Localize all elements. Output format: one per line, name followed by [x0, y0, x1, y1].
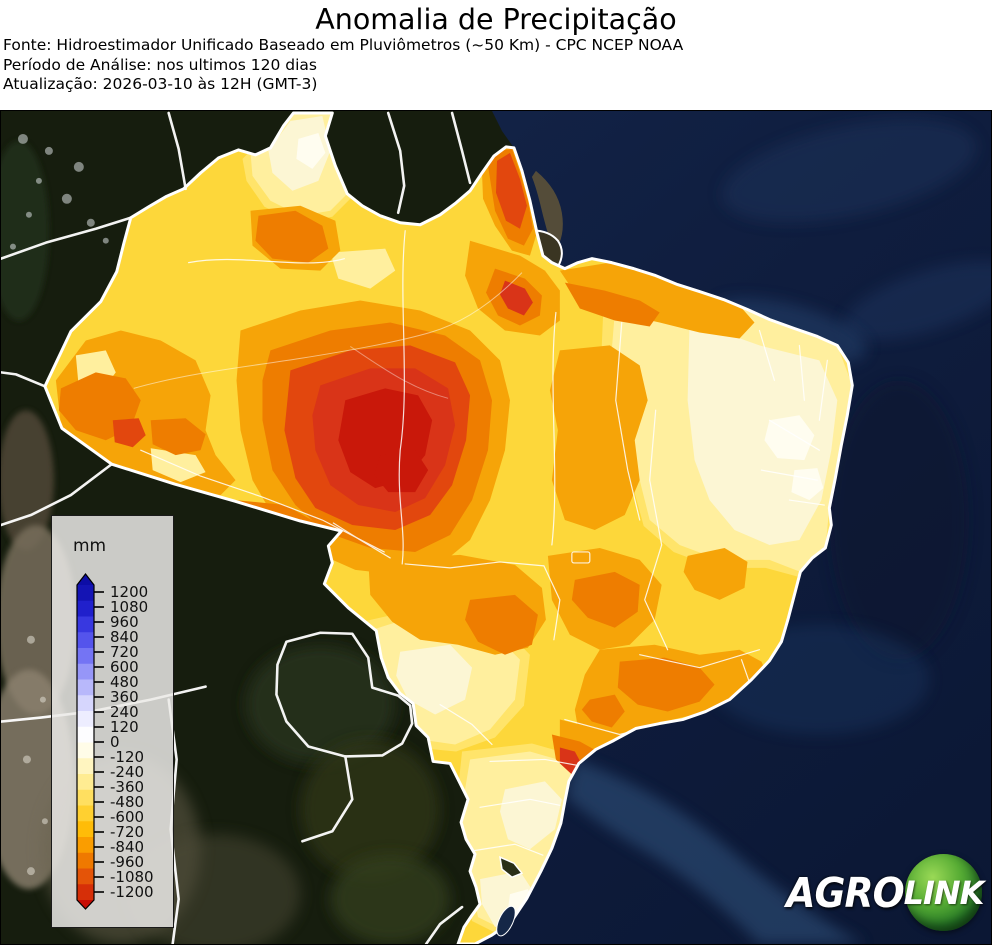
legend-tick-label: 120: [110, 718, 139, 736]
legend-tick-label: 360: [110, 688, 139, 706]
legend-tick-label: 0: [110, 733, 120, 751]
florianopolis-island: [499, 855, 524, 879]
colorbar-band: [77, 711, 94, 728]
logo-text-agro: AGRO: [786, 868, 905, 917]
update-line: Atualização: 2026-03-10 às 12H (GMT-3): [3, 75, 318, 93]
legend-tick-label: 840: [110, 628, 139, 646]
patos-lagoon: [496, 905, 516, 937]
colorbar-band: [77, 726, 94, 744]
colorbar-band: [77, 616, 94, 633]
legend-unit-label: mm: [73, 536, 107, 556]
colorbar-band: [77, 585, 94, 602]
brazil-border: [43, 111, 854, 944]
legend-tick-label: 1200: [110, 583, 148, 601]
map-panel: mm 1200 1080 960 840 720 600 480 360 240 120 0 -120…: [0, 110, 992, 945]
legend-tick-label: 240: [110, 703, 139, 721]
legend-tick-label: 1080: [110, 598, 148, 616]
legend-tick-label: -480: [110, 793, 144, 811]
colorbar-legend: mm 1200 1080 960 840 720 600 480 360 240 120 0 -120…: [51, 515, 174, 928]
legend-tick-label: -600: [110, 808, 144, 826]
colorbar-band: [77, 805, 94, 822]
legend-tick-label: 720: [110, 643, 139, 661]
page-title: Anomalia de Precipitação: [315, 3, 677, 36]
legend-tick-label: 600: [110, 658, 139, 676]
header: Anomalia de Precipitação Fonte: Hidroest…: [0, 0, 992, 110]
period-line: Período de Análise: nos ultimos 120 dias: [3, 55, 317, 74]
colorbar-band: [77, 837, 94, 854]
colorbar-band: [77, 868, 94, 885]
colorbar: 120010809608407206004803602401200-120-24…: [76, 573, 154, 910]
agrolink-logo: AGRO LINK: [776, 854, 985, 931]
logo-green-ball: LINK: [903, 854, 985, 931]
colorbar-band: [77, 821, 94, 838]
state-borders: [140, 230, 828, 856]
andes-snow: [22, 635, 48, 876]
colorbar-band: [77, 789, 94, 807]
colorbar-band: [77, 774, 94, 791]
colorbar-band: [77, 884, 94, 901]
legend-tick-label: -960: [110, 853, 144, 871]
legend-tick-label: -240: [110, 763, 144, 781]
df-border: [571, 551, 591, 564]
header-info: Fonte: Hidroestimador Unificado Baseado …: [3, 36, 683, 95]
colorbar-outline: [76, 573, 95, 910]
colorbar-band: [77, 663, 94, 681]
colorbar-band: [77, 632, 94, 649]
colorbar-arrow: [77, 574, 94, 585]
legend-tick-label: -1200: [110, 883, 154, 901]
clouds: [9, 133, 109, 250]
legend-tick-label: -360: [110, 778, 144, 796]
colorbar-band: [77, 648, 94, 665]
source-line: Fonte: Hidroestimador Unificado Baseado …: [3, 36, 684, 54]
legend-tick-label: 480: [110, 673, 139, 691]
colorbar-band: [77, 695, 94, 712]
legend-tick-label: -840: [110, 838, 144, 856]
colorbar-band: [77, 679, 94, 696]
legend-tick-label: -1080: [110, 868, 154, 886]
coastal-mudflats: [531, 170, 563, 253]
colorbar-arrow: [77, 900, 94, 909]
rivers: [133, 272, 523, 399]
colorbar-band: [77, 600, 94, 618]
colorbar-band: [77, 852, 94, 870]
legend-tick-label: 960: [110, 613, 139, 631]
legend-tick-label: -720: [110, 823, 144, 841]
colorbar-band: [77, 742, 94, 759]
legend-tick-label: -120: [110, 748, 144, 766]
logo-text-link: LINK: [903, 873, 985, 912]
colorbar-band: [77, 758, 94, 775]
